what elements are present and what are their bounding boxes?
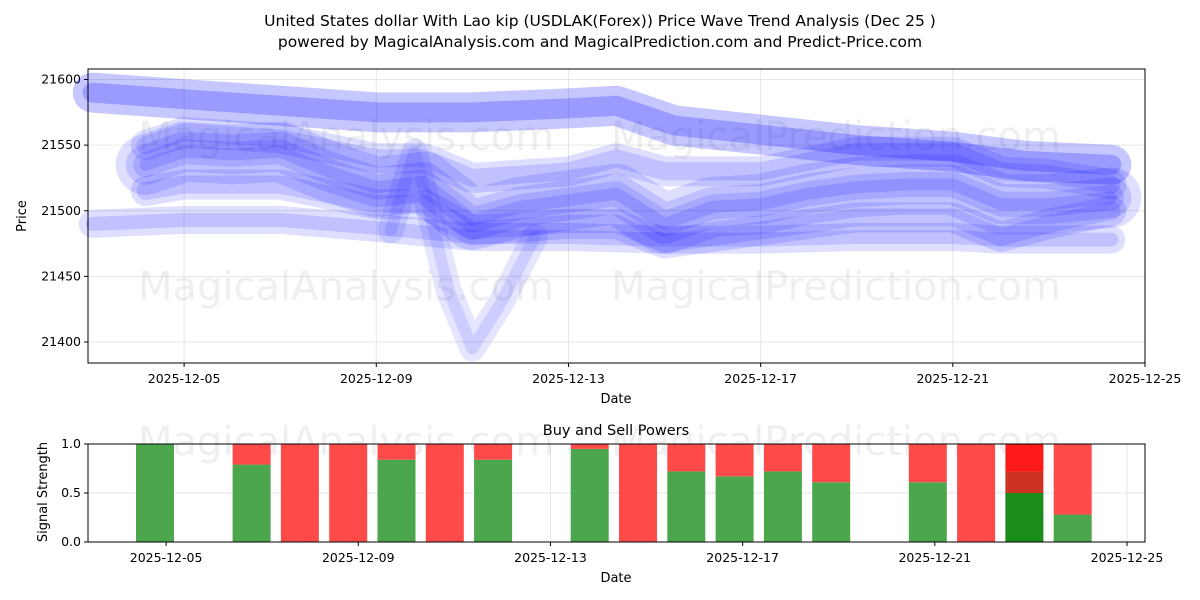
sell-bar	[908, 444, 947, 483]
sell-bar	[812, 444, 851, 483]
sell-bar	[425, 444, 464, 542]
power-chart: 0.0 0.5 1.0 2025-12-05 2025-12-09 2025-12-13 2…	[61, 419, 1163, 565]
y-tick-label: 21600	[41, 72, 81, 87]
price-plot-frame	[87, 68, 1146, 364]
watermark: MagicalPrediction.com	[611, 264, 1061, 310]
sell-bar	[474, 444, 513, 460]
buy-bar	[232, 464, 271, 542]
power-title: Buy and Sell Powers	[543, 423, 689, 439]
x-tick-label: 2025-12-05	[148, 371, 221, 386]
x-tick-label: 2025-12-13	[532, 371, 605, 386]
y-tick-label: 21450	[41, 268, 81, 283]
wave-band-wave-center	[133, 139, 1124, 237]
x-tick-label: 2025-12-25	[1109, 371, 1182, 386]
wave-band-wave-high	[82, 82, 1122, 175]
buy-bar	[667, 471, 706, 542]
sell-bar	[1005, 444, 1044, 472]
y-tick-label: 21550	[41, 137, 81, 152]
x-tick-label: 2025-12-21	[898, 550, 971, 565]
wave-band-wave-upper	[136, 123, 1121, 194]
wave-band-wave-lower	[130, 169, 1127, 259]
sell-bar	[377, 444, 416, 460]
y-tick-label: 0.0	[61, 534, 81, 549]
wave-band-wave-spike	[384, 145, 541, 355]
sell-bar	[763, 444, 802, 472]
wave-band-wave-lower	[136, 175, 1121, 253]
sell-bar	[619, 444, 657, 542]
sell-bar	[1053, 444, 1092, 515]
buy-bar	[136, 444, 174, 542]
power-ylabel: Signal Strength	[36, 442, 51, 542]
buy-bar	[570, 448, 609, 542]
y-tick-label: 21400	[41, 334, 81, 349]
x-tick-label: 2025-12-09	[340, 371, 413, 386]
buy-bar	[1005, 493, 1044, 542]
wave-band-wave-upper	[130, 117, 1127, 200]
wave-band-wave-spike	[377, 138, 548, 362]
buy-bar	[763, 471, 802, 542]
x-tick-label: 2025-12-17	[724, 371, 797, 386]
wave-band-wave-center	[139, 145, 1118, 230]
x-tick-label: 2025-12-09	[322, 550, 395, 565]
chart-title-line2: powered by MagicalAnalysis.com and Magic…	[278, 33, 922, 51]
sell-bar	[280, 444, 319, 542]
x-tick-label: 2025-12-17	[706, 550, 779, 565]
buy-bar	[377, 459, 416, 542]
chart-title-line1: United States dollar With Lao kip (USDLA…	[264, 12, 936, 30]
watermark: MagicalPrediction.com	[611, 114, 1061, 160]
sell-bar	[667, 444, 706, 472]
sell-bar	[957, 444, 996, 542]
x-tick-label: 2025-12-25	[1091, 550, 1164, 565]
y-tick-label: 21500	[41, 203, 81, 218]
sell-bar	[329, 444, 368, 542]
power-plot-frame	[87, 443, 1146, 543]
x-tick-label: 2025-12-13	[514, 550, 587, 565]
sell-bar	[232, 444, 271, 465]
x-tick-label: 2025-12-05	[130, 550, 203, 565]
watermark: MagicalAnalysis.com	[138, 264, 554, 310]
x-tick-label: 2025-12-21	[916, 371, 989, 386]
sell-bar	[715, 444, 754, 477]
buy-bar	[1053, 514, 1092, 542]
wave-band-wave-low	[85, 212, 1119, 247]
price-chart: 2025-12-05 2025-12-09 2025-12-13 2025-12-17…	[41, 68, 1182, 386]
buy-bar	[715, 476, 754, 542]
buy-bar	[812, 482, 851, 542]
buy-bar	[908, 482, 947, 542]
power-xlabel: Date	[600, 571, 631, 586]
mid-sell-bar	[1005, 471, 1044, 493]
sell-bar	[570, 444, 609, 449]
buy-bar	[474, 459, 513, 542]
watermark: MagicalAnalysis.com	[138, 114, 554, 160]
price-ylabel: Price	[15, 200, 30, 232]
wave-band-wave-center	[125, 131, 1132, 244]
wave-band-wave-low	[78, 205, 1126, 254]
y-tick-label: 0.5	[61, 485, 81, 500]
y-tick-label: 1.0	[61, 436, 81, 451]
wave-band-wave-center	[115, 121, 1142, 254]
wave-band-wave-high	[72, 72, 1132, 185]
price-xlabel: Date	[600, 392, 631, 407]
